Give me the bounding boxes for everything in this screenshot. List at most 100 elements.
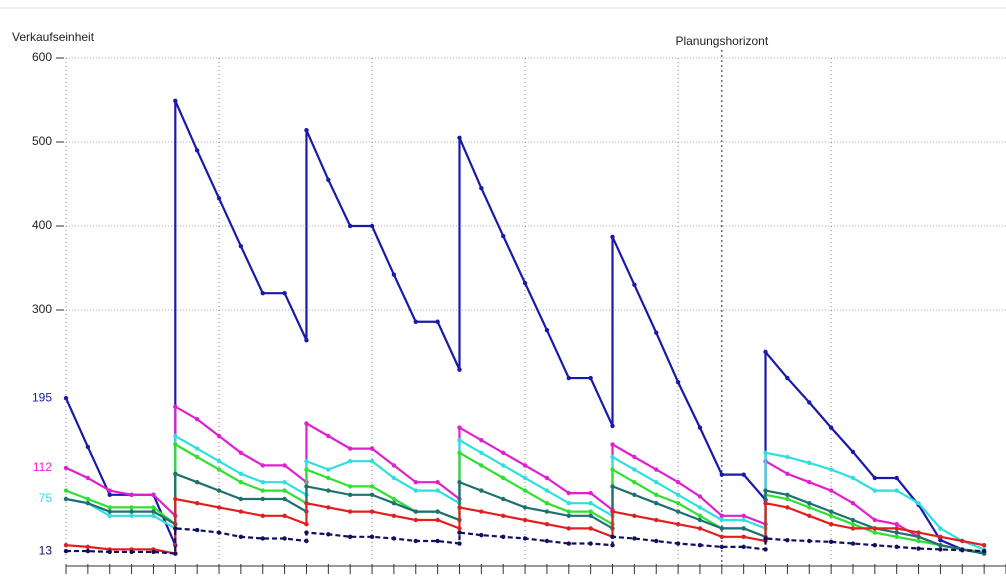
point	[129, 549, 134, 555]
point	[872, 475, 878, 481]
point	[63, 465, 69, 471]
point	[501, 475, 506, 481]
point	[107, 505, 112, 510]
point	[654, 492, 659, 497]
point	[654, 517, 659, 523]
point	[391, 496, 397, 502]
y-tick-label: 600	[32, 50, 52, 64]
point	[675, 380, 681, 385]
point	[129, 509, 134, 514]
point	[216, 196, 222, 201]
point	[63, 396, 69, 401]
point	[501, 450, 506, 455]
point	[850, 517, 856, 523]
point	[807, 501, 812, 506]
point	[544, 488, 550, 493]
point	[807, 505, 812, 510]
point	[435, 517, 440, 523]
point	[588, 509, 593, 514]
point	[828, 509, 834, 514]
point	[828, 425, 834, 430]
point	[763, 450, 768, 455]
point	[741, 517, 746, 523]
point	[632, 492, 637, 497]
point	[828, 539, 834, 545]
series-line	[66, 527, 985, 555]
series-line	[65, 472, 985, 555]
point	[719, 517, 725, 523]
point	[610, 467, 615, 472]
point	[741, 526, 746, 531]
point	[588, 375, 593, 381]
point	[719, 534, 725, 539]
point	[872, 488, 878, 493]
point	[850, 501, 856, 506]
point	[435, 480, 440, 485]
planning-horizon-label: Planungshorizont	[675, 34, 768, 48]
point	[675, 480, 681, 485]
point	[435, 538, 440, 544]
point	[544, 522, 550, 527]
series-line	[64, 100, 985, 555]
point	[785, 492, 790, 497]
point	[238, 534, 244, 539]
point	[173, 433, 178, 439]
y-axis-label: Verkaufseinheit	[12, 30, 95, 44]
point	[326, 177, 331, 182]
point	[391, 501, 397, 506]
point	[785, 537, 790, 543]
point	[369, 459, 375, 464]
point	[457, 425, 462, 430]
point	[63, 548, 69, 554]
point	[194, 501, 200, 506]
point	[981, 543, 987, 548]
point	[260, 536, 265, 541]
point	[85, 475, 91, 481]
point	[828, 522, 834, 527]
point	[501, 534, 506, 539]
point	[194, 446, 200, 451]
point	[872, 543, 878, 548]
point	[238, 471, 244, 476]
point	[457, 530, 462, 535]
point	[479, 488, 484, 493]
point	[238, 509, 244, 514]
point	[457, 135, 462, 140]
y-tick-label: 300	[32, 302, 52, 316]
point	[566, 501, 571, 506]
point	[501, 463, 506, 468]
point	[129, 505, 134, 510]
point	[894, 475, 899, 481]
point	[304, 467, 309, 472]
point	[960, 548, 965, 553]
point	[697, 517, 703, 523]
point	[63, 543, 69, 548]
point	[544, 327, 550, 333]
point	[960, 538, 965, 544]
point	[391, 272, 397, 277]
point	[522, 475, 528, 481]
point	[347, 509, 353, 514]
point	[479, 450, 484, 455]
point	[566, 513, 571, 518]
point	[719, 526, 725, 531]
point	[697, 513, 703, 518]
point	[785, 505, 790, 510]
point	[916, 538, 921, 544]
point	[457, 480, 462, 485]
point	[894, 544, 899, 550]
point	[654, 330, 659, 335]
point	[763, 536, 768, 541]
point	[129, 513, 134, 518]
point	[173, 471, 178, 476]
point	[785, 375, 790, 381]
point	[304, 484, 309, 489]
point	[872, 530, 878, 535]
point	[304, 538, 309, 544]
series-line	[65, 442, 985, 554]
point	[675, 541, 681, 546]
point	[435, 488, 440, 493]
point	[501, 496, 506, 502]
point	[282, 480, 287, 485]
point	[872, 526, 878, 531]
